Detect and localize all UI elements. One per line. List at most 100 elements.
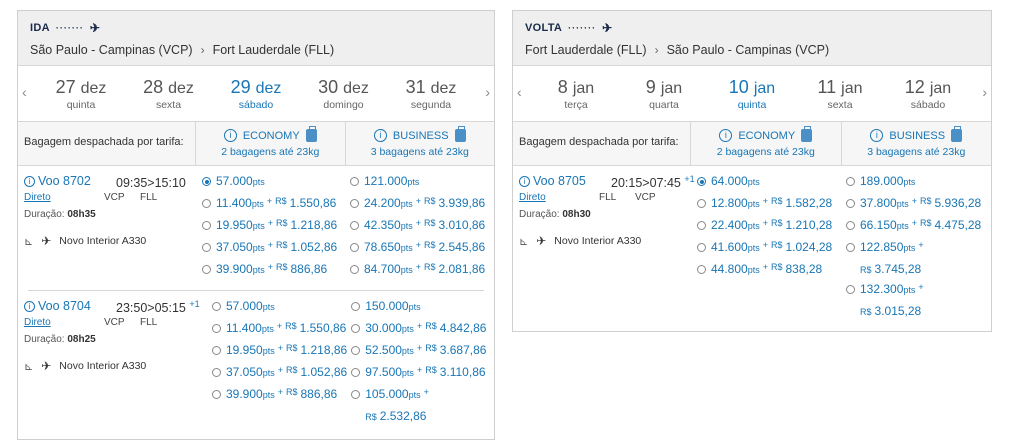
- info-icon[interactable]: i: [519, 175, 530, 187]
- radio-button[interactable]: [212, 368, 221, 377]
- fare-option[interactable]: 66.150pts + R$ 4.475,28: [844, 218, 991, 240]
- fare-option[interactable]: 97.500pts + R$ 3.110,86: [349, 365, 486, 387]
- radio-button[interactable]: [351, 368, 361, 377]
- points-unit: pts: [747, 221, 760, 231]
- date-option[interactable]: 30 dez domingo: [303, 77, 385, 111]
- radio-button[interactable]: [212, 324, 221, 333]
- radio-button[interactable]: [202, 199, 211, 208]
- fare-option[interactable]: 39.900pts + R$ 886,86: [210, 387, 347, 409]
- chevron-left-icon[interactable]: ‹: [22, 84, 27, 100]
- date-option[interactable]: 31 dez segunda: [390, 77, 472, 111]
- fare-option[interactable]: 132.300pts + R$ 3.015,28: [844, 282, 991, 324]
- fare-option[interactable]: 150.000pts: [349, 299, 486, 321]
- fare-option[interactable]: 84.700pts + R$ 2.081,86: [348, 262, 494, 284]
- fare-option[interactable]: 19.950pts + R$ 1.218,86: [200, 218, 346, 240]
- info-icon[interactable]: i: [24, 300, 35, 312]
- info-icon[interactable]: i: [223, 129, 237, 142]
- fare-option[interactable]: 11.400pts + R$ 1.550,86: [210, 321, 347, 343]
- fare-option[interactable]: 37.050pts + R$ 1.052,86: [210, 365, 347, 387]
- date-option[interactable]: 29 dez sábado: [215, 77, 297, 111]
- direct-link[interactable]: Direto: [24, 317, 51, 328]
- radio-button[interactable]: [212, 390, 221, 399]
- radio-button[interactable]: [697, 199, 706, 208]
- info-icon[interactable]: i: [870, 129, 884, 142]
- radio-button[interactable]: [351, 302, 361, 311]
- fare-option[interactable]: 44.800pts + R$ 838,28: [695, 262, 842, 284]
- date-option[interactable]: 12 jan sábado: [887, 77, 969, 111]
- from-airport: FLL: [599, 192, 617, 203]
- radio-button[interactable]: [846, 285, 855, 294]
- date-option[interactable]: 11 jan sexta: [799, 77, 881, 111]
- radio-button[interactable]: [202, 177, 211, 186]
- fare-business[interactable]: i BUSINESS 3 bagagens até 23kg: [842, 122, 992, 165]
- radio-button[interactable]: [697, 243, 706, 252]
- flight-number[interactable]: i Voo 8705: [519, 174, 689, 188]
- chevron-right-icon[interactable]: ›: [982, 84, 987, 100]
- fare-option[interactable]: 121.000pts: [348, 174, 494, 196]
- fare-option[interactable]: 189.000pts: [844, 174, 991, 196]
- next-day: +1: [189, 299, 200, 309]
- radio-button[interactable]: [846, 199, 855, 208]
- fare-option[interactable]: 12.800pts + R$ 1.582,28: [695, 196, 842, 218]
- fare-option[interactable]: 57.000pts: [200, 174, 346, 196]
- radio-button[interactable]: [212, 302, 221, 311]
- fare-economy[interactable]: i ECONOMY 2 bagagens até 23kg: [691, 122, 842, 165]
- radio-button[interactable]: [350, 265, 359, 274]
- radio-button[interactable]: [697, 221, 706, 230]
- date-number: 8 jan: [535, 77, 617, 98]
- day-number: 28: [143, 76, 164, 97]
- chevron-left-icon[interactable]: ‹: [517, 84, 522, 100]
- fare-option[interactable]: 30.000pts + R$ 4.842,86: [349, 321, 486, 343]
- fare-option[interactable]: 24.200pts + R$ 3.939,86: [348, 196, 494, 218]
- points: 37.050pts: [226, 365, 275, 379]
- radio-button[interactable]: [697, 265, 706, 274]
- radio-button[interactable]: [202, 221, 211, 230]
- fare-option[interactable]: 78.650pts + R$ 2.545,86: [348, 240, 494, 262]
- weekday: sábado: [910, 98, 946, 111]
- radio-button[interactable]: [350, 243, 359, 252]
- radio-button[interactable]: [202, 243, 211, 252]
- flight-number[interactable]: i Voo 8702: [24, 174, 194, 188]
- chevron-right-icon[interactable]: ›: [485, 84, 490, 100]
- fare-option[interactable]: 122.850pts + R$ 3.745,28: [844, 240, 991, 282]
- radio-button[interactable]: [202, 265, 211, 274]
- radio-button[interactable]: [351, 390, 361, 399]
- fare-option[interactable]: 42.350pts + R$ 3.010,86: [348, 218, 494, 240]
- radio-button[interactable]: [350, 177, 359, 186]
- fare-option[interactable]: 37.050pts + R$ 1.052,86: [200, 240, 346, 262]
- fare-option[interactable]: 37.800pts + R$ 5.936,28: [844, 196, 991, 218]
- fare-option[interactable]: 22.400pts + R$ 1.210,28: [695, 218, 842, 240]
- radio-button[interactable]: [350, 221, 359, 230]
- flight-number[interactable]: i Voo 8704: [24, 299, 194, 313]
- radio-button[interactable]: [351, 324, 361, 333]
- fare-option[interactable]: 19.950pts + R$ 1.218,86: [210, 343, 347, 365]
- fare-option[interactable]: 64.000pts: [695, 174, 842, 196]
- fare-economy[interactable]: i ECONOMY 2 bagagens até 23kg: [196, 122, 346, 165]
- fare-option[interactable]: 52.500pts + R$ 3.687,86: [349, 343, 486, 365]
- info-icon[interactable]: i: [719, 129, 733, 142]
- date-option[interactable]: 9 jan quarta: [623, 77, 705, 111]
- direct-link[interactable]: Direto: [24, 192, 51, 203]
- radio-button[interactable]: [846, 177, 855, 186]
- fare-option[interactable]: 41.600pts + R$ 1.024,28: [695, 240, 842, 262]
- radio-button[interactable]: [350, 199, 359, 208]
- radio-button[interactable]: [846, 221, 855, 230]
- date-option[interactable]: 27 dez quinta: [40, 77, 122, 111]
- radio-button[interactable]: [697, 177, 706, 186]
- direct-link[interactable]: Direto: [519, 192, 546, 203]
- origin: Fort Lauderdale (FLL): [525, 43, 647, 57]
- radio-button[interactable]: [351, 346, 361, 355]
- date-option[interactable]: 10 jan quinta: [711, 77, 793, 111]
- date-option[interactable]: 28 dez sexta: [128, 77, 210, 111]
- fare-business[interactable]: i BUSINESS 3 bagagens até 23kg: [346, 122, 495, 165]
- info-icon[interactable]: i: [24, 175, 35, 187]
- fare-option[interactable]: 11.400pts + R$ 1.550,86: [200, 196, 346, 218]
- radio-button[interactable]: [212, 346, 221, 355]
- plus-sign: +: [416, 365, 423, 375]
- fare-option[interactable]: 105.000pts + R$ 2.532,86: [349, 387, 486, 429]
- fare-option[interactable]: 57.000pts: [210, 299, 347, 321]
- fare-option[interactable]: 39.900pts + R$ 886,86: [200, 262, 346, 284]
- radio-button[interactable]: [846, 243, 855, 252]
- info-icon[interactable]: i: [373, 129, 387, 142]
- date-option[interactable]: 8 jan terça: [535, 77, 617, 111]
